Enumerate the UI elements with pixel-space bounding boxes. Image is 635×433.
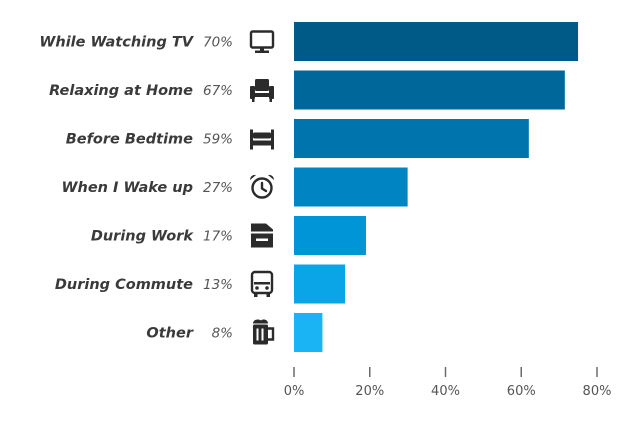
value-label-before-bedtime: 59%: [203, 132, 233, 148]
tv-icon: [249, 30, 275, 53]
icons-group: [249, 30, 275, 345]
category-label-other: Other: [146, 326, 193, 342]
x-tick-label-0: 0%: [284, 384, 305, 399]
bar-before-bedtime: [294, 119, 529, 158]
alarm-clock-icon: [249, 174, 275, 199]
category-label-when-i-wake-up: When I Wake up: [62, 180, 193, 196]
value-label-during-commute: 13%: [203, 277, 233, 293]
bar-other: [294, 313, 323, 352]
armchair-icon: [250, 79, 274, 102]
bus-icon: [250, 270, 274, 297]
bars-group: [294, 22, 579, 352]
category-label-during-work: During Work: [91, 229, 195, 245]
x-tick-label-40: 40%: [431, 384, 460, 399]
value-label-during-work: 17%: [203, 229, 233, 245]
x-axis: 0% 20% 40% 60% 80%: [284, 367, 612, 399]
bed-icon: [250, 129, 274, 150]
bar-when-i-wake-up: [294, 167, 408, 207]
category-label-while-watching-tv: While Watching TV: [39, 35, 194, 51]
bar-during-commute: [294, 264, 346, 304]
bar-relaxing-at-home: [294, 70, 565, 110]
category-labels-group: While Watching TV 70% Relaxing at Home 67% B…: [39, 35, 233, 342]
file-cabinet-icon: [251, 223, 273, 248]
value-label-when-i-wake-up: 27%: [203, 180, 233, 196]
x-tick-label-20: 20%: [355, 384, 384, 399]
category-label-relaxing-at-home: Relaxing at Home: [49, 83, 193, 99]
bar-during-work: [294, 216, 366, 255]
value-label-other: 8%: [212, 326, 233, 342]
value-label-relaxing-at-home: 67%: [203, 83, 233, 99]
bar-while-watching-tv: [294, 22, 579, 61]
x-tick-label-80: 80%: [583, 384, 612, 399]
category-label-before-bedtime: Before Bedtime: [66, 132, 193, 148]
value-label-while-watching-tv: 70%: [203, 35, 233, 51]
x-tick-label-60: 60%: [507, 384, 536, 399]
mug-icon: [253, 319, 275, 345]
category-label-during-commute: During Commute: [55, 277, 193, 293]
